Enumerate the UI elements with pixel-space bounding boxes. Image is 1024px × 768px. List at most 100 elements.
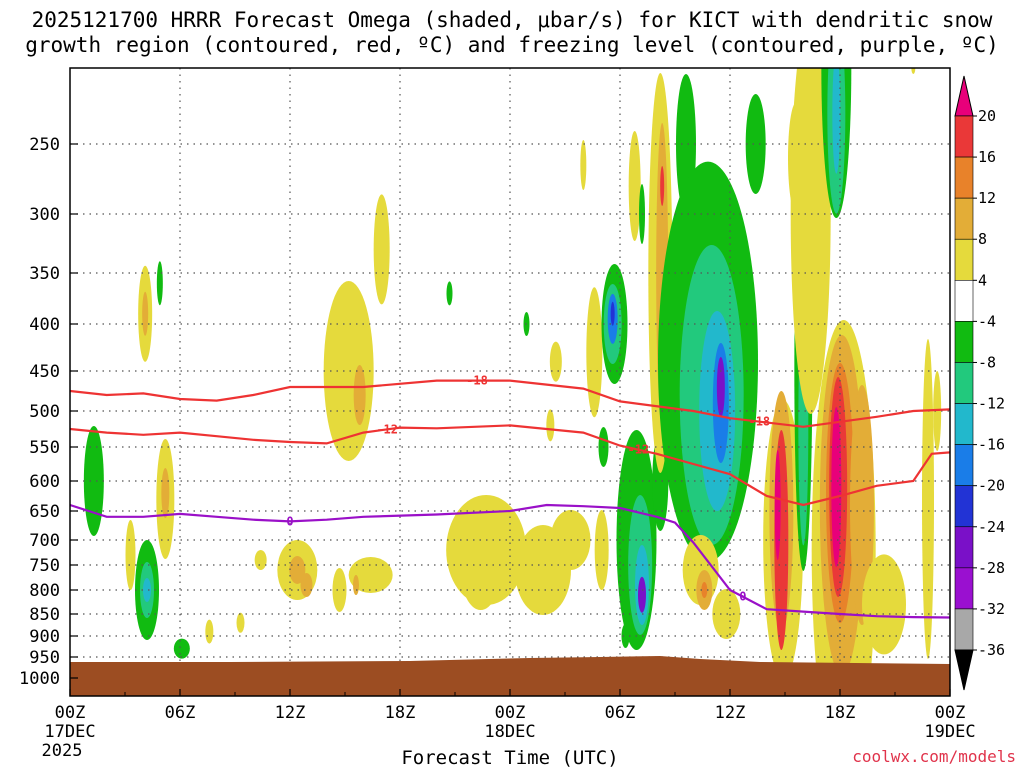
contour-label-freezing: 0 — [286, 514, 293, 528]
chart-title-line2: growth region (contoured, red, ºC) and f… — [25, 33, 999, 57]
x-tick-label: 12Z — [275, 703, 306, 723]
colorbar-swatch — [954, 280, 974, 322]
colorbar-swatch — [954, 444, 974, 486]
omega-shading-region — [83, 426, 104, 536]
contour-lines: -18 -18 -12 -12 0 0 — [70, 374, 950, 619]
omega-shading-region — [712, 589, 741, 639]
plot-area: -18 -18 -12 -12 0 0 — [70, 68, 950, 696]
omega-shading-region — [922, 339, 934, 659]
omega-shading-region — [353, 365, 366, 425]
colorbar-label: -24 — [978, 518, 1005, 536]
x-tick-label: 18Z — [825, 703, 856, 723]
colorbar-label: -4 — [978, 312, 996, 330]
x-tick-label: 00Z — [935, 703, 966, 723]
omega-shading-region — [300, 573, 313, 597]
omega-shading-region — [549, 341, 562, 382]
omega-shading-region — [660, 166, 665, 206]
contour-label-dgz_upper: -18 — [748, 415, 770, 429]
y-axis: 2503003504004505005506006507007508008509… — [19, 135, 78, 689]
omega-shading-region — [586, 287, 603, 418]
colorbar-swatch — [954, 115, 974, 158]
omega-shading-region — [716, 357, 725, 417]
colorbar-label: -12 — [978, 395, 1005, 413]
y-tick-label: 800 — [29, 581, 60, 601]
omega-shading-region — [862, 554, 906, 655]
omega-shading-region — [638, 576, 646, 613]
x-year-label: 2025 — [42, 741, 83, 761]
contour-label-dgz_lower: -12 — [627, 443, 649, 457]
omega-shading-region — [143, 578, 151, 602]
colorbar-bottom-triangle — [954, 649, 974, 691]
y-tick-label: 250 — [29, 135, 60, 155]
omega-shading-region — [610, 301, 615, 326]
omega-shading-region — [332, 568, 347, 612]
x-date-label: 17DEC — [44, 722, 95, 742]
colorbar: 20 16 12 8 4 -4 -8 -12 -16 -20 -24 -28 -32 -36 — [954, 75, 1005, 691]
colorbar-label: 4 — [978, 271, 987, 289]
omega-shading-region — [348, 557, 393, 593]
credit-text: coolwx.com/models — [852, 747, 1016, 766]
omega-shading-region — [460, 530, 501, 610]
omega-shading-region — [125, 520, 136, 590]
contour-label-dgz_lower: -12 — [376, 422, 398, 436]
omega-shading-region — [446, 281, 453, 306]
y-tick-label: 500 — [29, 402, 60, 422]
y-tick-label: 700 — [29, 531, 60, 551]
y-tick-label: 550 — [29, 438, 60, 458]
x-tick-label: 06Z — [605, 703, 636, 723]
x-tick-label: 12Z — [715, 703, 746, 723]
contour-label-freezing: 0 — [739, 590, 746, 604]
y-tick-label: 400 — [29, 315, 60, 335]
omega-shading-region — [850, 385, 874, 625]
x-tick-label: 00Z — [55, 703, 86, 723]
x-tick-label: 06Z — [165, 703, 196, 723]
colorbar-swatch — [954, 197, 974, 240]
omega-shading-region — [373, 194, 390, 305]
y-tick-label: 850 — [29, 605, 60, 625]
omega-shading-region — [594, 510, 609, 590]
x-date-label: 19DEC — [924, 722, 975, 742]
colorbar-swatch — [954, 403, 974, 445]
omega-shading-region — [161, 468, 170, 518]
colorbar-label: 8 — [978, 230, 987, 248]
omega-shading-region — [831, 407, 842, 567]
x-axis-label: Forecast Time (UTC) — [401, 747, 618, 768]
omega-shading-region — [156, 261, 163, 306]
x-date-label: 18DEC — [484, 722, 535, 742]
terrain-fill — [70, 656, 950, 696]
y-tick-label: 900 — [29, 627, 60, 647]
omega-shading-region — [832, 68, 841, 174]
colorbar-swatch — [954, 485, 974, 528]
y-tick-label: 300 — [29, 205, 60, 225]
omega-shading-region — [353, 575, 359, 595]
x-tick-label: 18Z — [385, 703, 416, 723]
colorbar-label: -8 — [978, 353, 996, 371]
grid-lines — [70, 68, 950, 696]
omega-shading-region — [790, 68, 831, 414]
omega-shading-region — [236, 612, 245, 633]
omega-shading-region — [142, 291, 149, 336]
colorbar-swatch — [954, 567, 974, 610]
y-tick-label: 1000 — [19, 669, 60, 689]
omega-shading-region — [911, 68, 916, 74]
omega-shading-region — [774, 450, 781, 560]
y-tick-label: 450 — [29, 362, 60, 382]
colorbar-label: -20 — [978, 477, 1005, 495]
y-tick-label: 750 — [29, 556, 60, 576]
colorbar-label: 12 — [978, 189, 996, 207]
colorbar-swatch — [954, 321, 974, 363]
chart-title-line1: 2025121700 HRRR Forecast Omega (shaded, … — [32, 8, 993, 32]
y-tick-label: 600 — [29, 472, 60, 492]
contour-freezing — [70, 503, 950, 619]
y-tick-label: 650 — [29, 502, 60, 522]
omega-shading-region — [580, 140, 587, 190]
omega-shading-region — [289, 556, 306, 584]
colorbar-swatch — [954, 238, 974, 281]
omega-shading-region — [205, 619, 214, 644]
contour-dgz_upper — [70, 379, 950, 428]
x-tick-label: 00Z — [495, 703, 526, 723]
x-axis: 00Z 06Z 12Z 18Z 00Z 06Z 12Z 18Z 00Z17DEC202518DE… — [42, 689, 976, 761]
colorbar-swatch — [954, 362, 974, 404]
colorbar-swatch — [954, 156, 974, 199]
